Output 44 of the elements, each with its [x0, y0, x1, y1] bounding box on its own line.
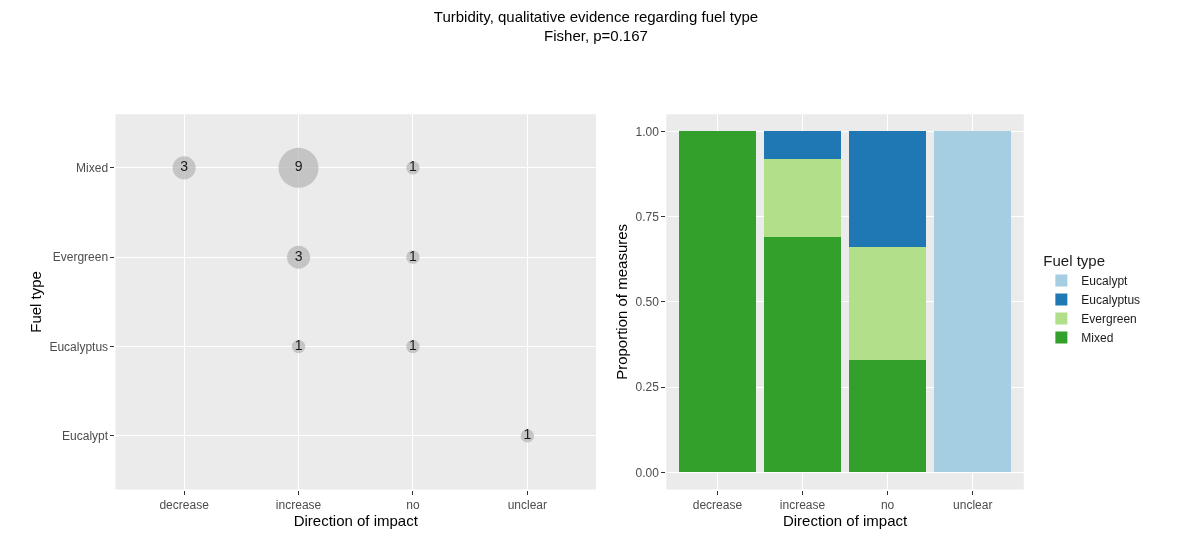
bar [679, 131, 756, 473]
legend-title: Fuel type [1043, 252, 1106, 269]
legend-label: Evergreen [1081, 312, 1137, 327]
x-axis-title: Direction of impact [782, 511, 908, 529]
data-label: 1 [409, 337, 418, 354]
y-tick-label: Evergreen [52, 250, 109, 265]
x-axis-title: Direction of impact [293, 511, 419, 529]
y-tick-label: Eucalyptus [49, 339, 109, 354]
y-tick-label: Eucalypt [62, 429, 109, 444]
y-tick-label: 1.00 [635, 124, 660, 139]
data-label: 1 [409, 158, 418, 175]
data-label: 1 [523, 426, 532, 443]
bar [849, 359, 926, 473]
data-label: 1 [409, 247, 418, 264]
x-tick-label: decrease [159, 497, 210, 512]
bar [849, 247, 926, 360]
legend-label: Eucalyptus [1081, 293, 1141, 308]
x-tick-label: decrease [692, 497, 743, 512]
data-label: 3 [294, 247, 303, 264]
x-tick-label: unclear [507, 497, 548, 512]
chart-subtitle: Fisher, p=0.167 [544, 27, 648, 45]
data-label: 3 [180, 158, 189, 175]
y-tick-label: 0.75 [635, 209, 660, 224]
x-tick-label: increase [275, 497, 322, 512]
legend-label: Mixed [1081, 331, 1114, 346]
bar [764, 158, 841, 238]
bar [764, 237, 841, 473]
x-tick-label: unclear [953, 497, 993, 512]
bar [764, 131, 841, 159]
x-tick-label: increase [779, 497, 826, 512]
y-tick-label: 0.25 [635, 380, 660, 395]
x-tick-label: no [880, 497, 895, 512]
data-label: 9 [294, 158, 303, 175]
data-label: 1 [294, 337, 303, 354]
bar [934, 131, 1012, 473]
chart-title: Turbidity, qualitative evidence regarding fuel type [433, 7, 759, 25]
y-tick-label: 0.00 [635, 465, 660, 480]
y-axis-title: Proportion of measures [612, 223, 630, 380]
bar [849, 131, 926, 248]
legend-label: Eucalypt [1081, 274, 1129, 289]
y-tick-label: Mixed [76, 161, 109, 176]
y-tick-label: 0.50 [635, 295, 660, 310]
x-tick-label: no [406, 497, 420, 512]
y-axis-title: Fuel type [26, 271, 44, 333]
